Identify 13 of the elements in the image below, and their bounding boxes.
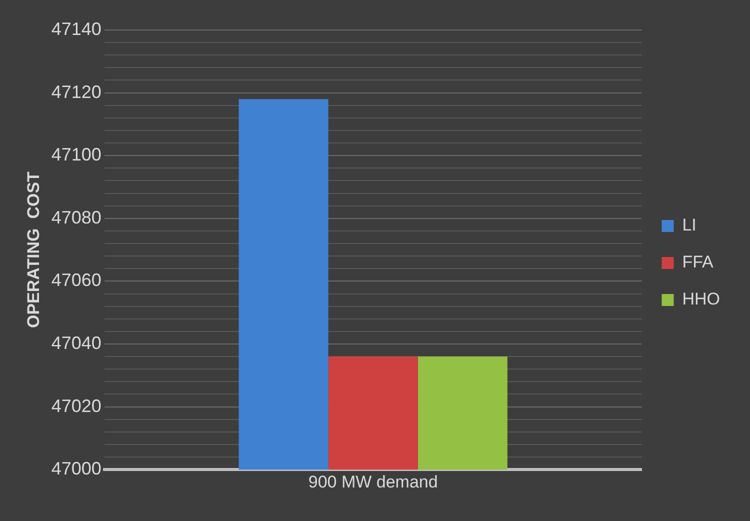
legend-label: FFA [682,252,714,272]
y-tick-label: 47000 [51,458,102,479]
x-tick-label: 900 MW demand [308,472,438,492]
y-tick-label: 47040 [51,332,102,353]
y-tick-label: 47120 [51,82,102,102]
y-tick-label: 47020 [51,396,102,416]
legend-label: HHO [682,290,720,309]
legend-label: LI [682,216,696,235]
y-tick-label: 47100 [51,144,102,165]
y-tick-label: 47140 [51,18,102,39]
y-tick-label: 47060 [51,270,102,290]
y-axis-title: OPERATING COST [24,170,43,328]
y-tick-label: 47080 [51,207,102,228]
